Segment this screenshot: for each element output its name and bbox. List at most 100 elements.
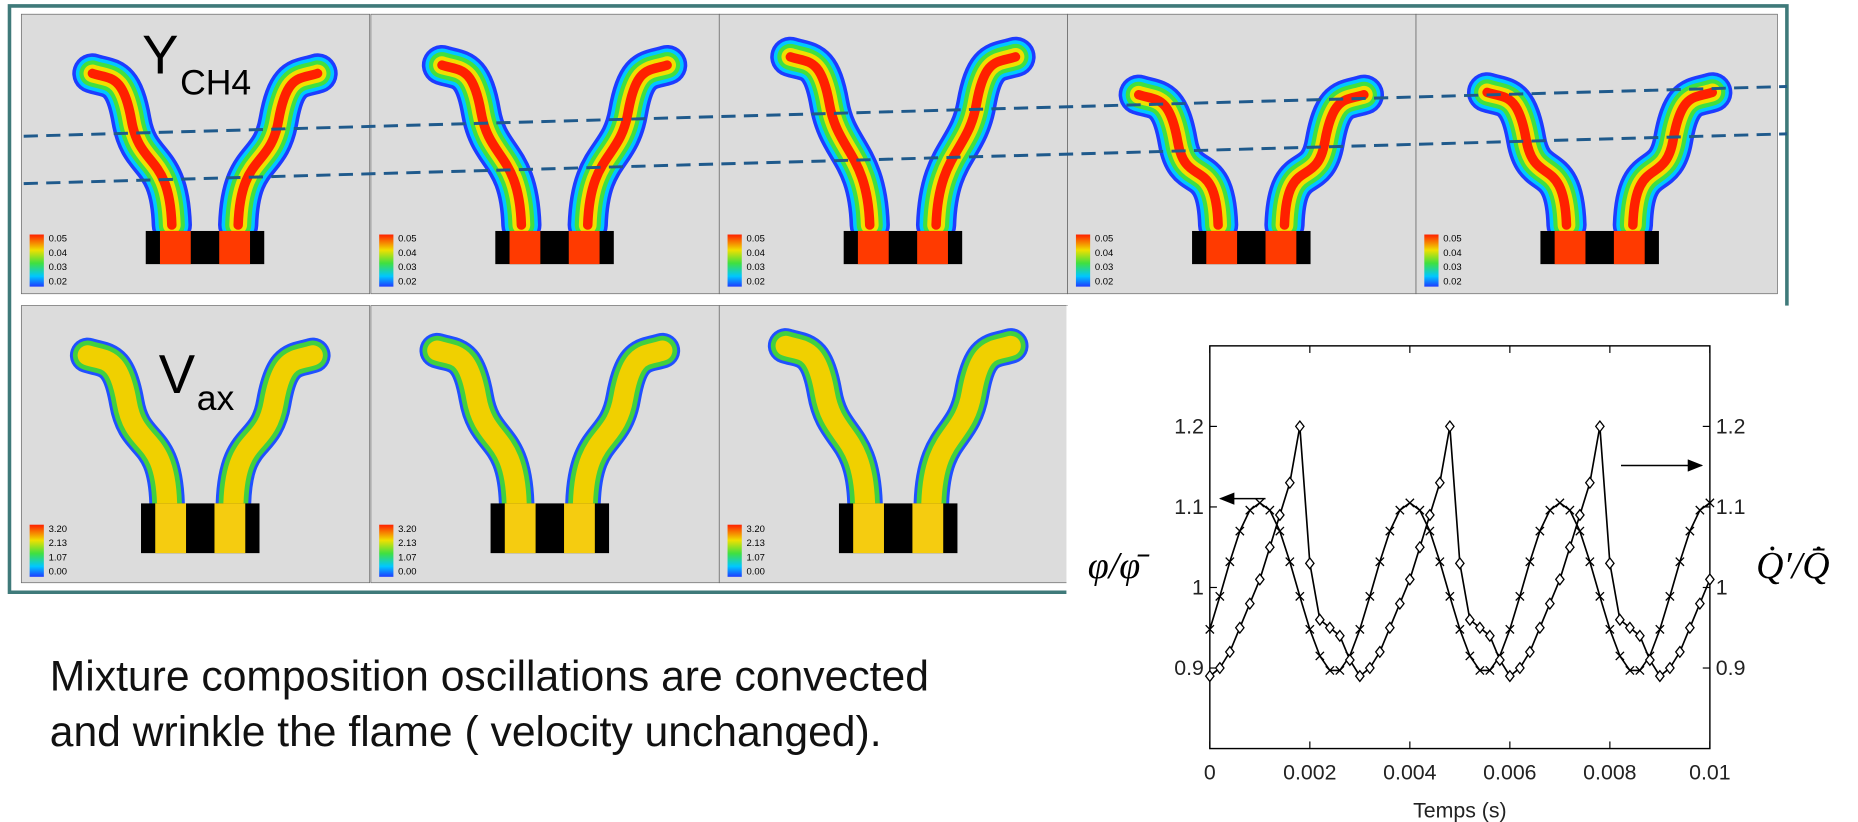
marker	[1335, 665, 1345, 676]
colorbar-label: 3.20	[49, 524, 67, 535]
marker	[1314, 613, 1325, 627]
marker	[1354, 669, 1365, 683]
marker	[1494, 653, 1505, 667]
marker	[1675, 557, 1685, 567]
marker	[1204, 669, 1215, 683]
burner-stream	[1613, 230, 1645, 265]
marker	[1574, 508, 1585, 522]
marker	[1385, 526, 1395, 536]
marker	[1685, 526, 1695, 536]
flame-arm	[1133, 90, 1223, 230]
marker	[1635, 665, 1645, 676]
colorbar-label: 0.04	[398, 248, 416, 259]
marker	[1515, 591, 1525, 601]
marker	[1545, 505, 1555, 515]
flame-arm	[427, 340, 527, 514]
dashed-guide	[23, 84, 1787, 138]
flame-arm	[77, 345, 178, 514]
colorbar-label: 0.00	[747, 567, 765, 578]
marker	[1244, 597, 1255, 610]
marker	[1665, 591, 1675, 601]
marker	[1684, 621, 1695, 635]
marker	[1554, 573, 1565, 586]
marker	[1595, 591, 1605, 601]
x-tick-label: 0.004	[1383, 760, 1436, 784]
x-tick-label: 0.002	[1283, 760, 1336, 784]
marker	[1694, 597, 1705, 610]
colorbar	[29, 234, 44, 287]
marker	[1614, 613, 1625, 627]
marker	[1264, 540, 1275, 554]
colorbar	[29, 524, 44, 577]
caption: and wrinkle the flame ( velocity unchang…	[50, 708, 882, 756]
marker	[1644, 653, 1655, 667]
colorbar-label: 1.07	[398, 552, 416, 563]
colorbar-label: 0.02	[1095, 276, 1113, 287]
marker	[1275, 526, 1285, 536]
burner-stream	[155, 503, 187, 554]
y-axis-label: φ/φ̄	[1088, 545, 1150, 587]
flame-arm	[921, 335, 1021, 514]
marker	[1334, 629, 1345, 643]
y-tick-label: 1.2	[1174, 415, 1204, 439]
marker	[1475, 665, 1485, 676]
marker	[1604, 556, 1615, 570]
marker	[1225, 557, 1235, 567]
colorbar	[379, 234, 394, 287]
y2-axis-label: Q̇′/Q̇̄	[1756, 545, 1830, 587]
colorbar-label: 1.07	[49, 552, 67, 563]
y-tick-label: 0.9	[1174, 656, 1204, 680]
burner-stream	[917, 230, 948, 265]
colorbar-label: 0.03	[49, 262, 67, 273]
flame-arm	[437, 60, 527, 230]
chart: 0 0.002 0.004 0.006 0.008 0.01 0.9 1 1.1 1.2 0.9 1 1…	[1066, 305, 1858, 822]
field-subscript: ax	[197, 378, 235, 418]
colorbar-label: 0.05	[49, 234, 67, 245]
marker	[1534, 621, 1545, 635]
marker	[1455, 624, 1465, 634]
marker	[1305, 624, 1315, 634]
marker	[1315, 651, 1325, 661]
colorbar-label: 0.02	[49, 276, 67, 287]
marker	[1384, 621, 1395, 635]
flame-arm	[233, 68, 323, 230]
colorbar-label: 0.03	[1443, 262, 1461, 273]
burner-stream	[857, 230, 889, 265]
x-axis-label: Temps (s)	[1413, 798, 1507, 822]
marker	[1664, 661, 1675, 675]
colorbar-label: 0.04	[747, 248, 765, 259]
caption: Mixture composition oscillations are con…	[50, 653, 929, 701]
flame-arm	[1628, 87, 1717, 230]
marker	[1465, 651, 1475, 661]
marker	[1655, 624, 1665, 634]
y-tick-label: 1.1	[1174, 495, 1204, 519]
flame-arm	[775, 335, 876, 514]
colorbar-label: 0.02	[747, 276, 765, 287]
marker	[1484, 629, 1495, 643]
marker	[1294, 420, 1305, 433]
marker	[1525, 557, 1535, 567]
marker	[1395, 505, 1405, 515]
marker	[1535, 526, 1545, 536]
marker	[1415, 505, 1425, 515]
colorbar	[727, 524, 742, 577]
flame-arm	[785, 52, 875, 230]
marker	[1695, 505, 1705, 515]
field-symbol: V	[159, 344, 196, 405]
marker	[1444, 420, 1455, 433]
x-tick-label: 0.01	[1689, 760, 1730, 784]
frame	[7, 4, 1789, 594]
colorbar-label: 1.07	[747, 552, 765, 563]
marker	[1585, 557, 1595, 567]
burner-stream	[853, 503, 884, 554]
marker	[1464, 613, 1475, 627]
colorbar-label: 3.20	[398, 524, 416, 535]
marker	[1375, 557, 1385, 567]
marker	[1564, 540, 1575, 554]
marker	[1265, 505, 1275, 515]
marker	[1394, 597, 1405, 610]
marker	[1544, 597, 1555, 610]
burner-stream	[219, 230, 251, 265]
marker	[1624, 621, 1635, 635]
burner-stream	[509, 230, 541, 265]
